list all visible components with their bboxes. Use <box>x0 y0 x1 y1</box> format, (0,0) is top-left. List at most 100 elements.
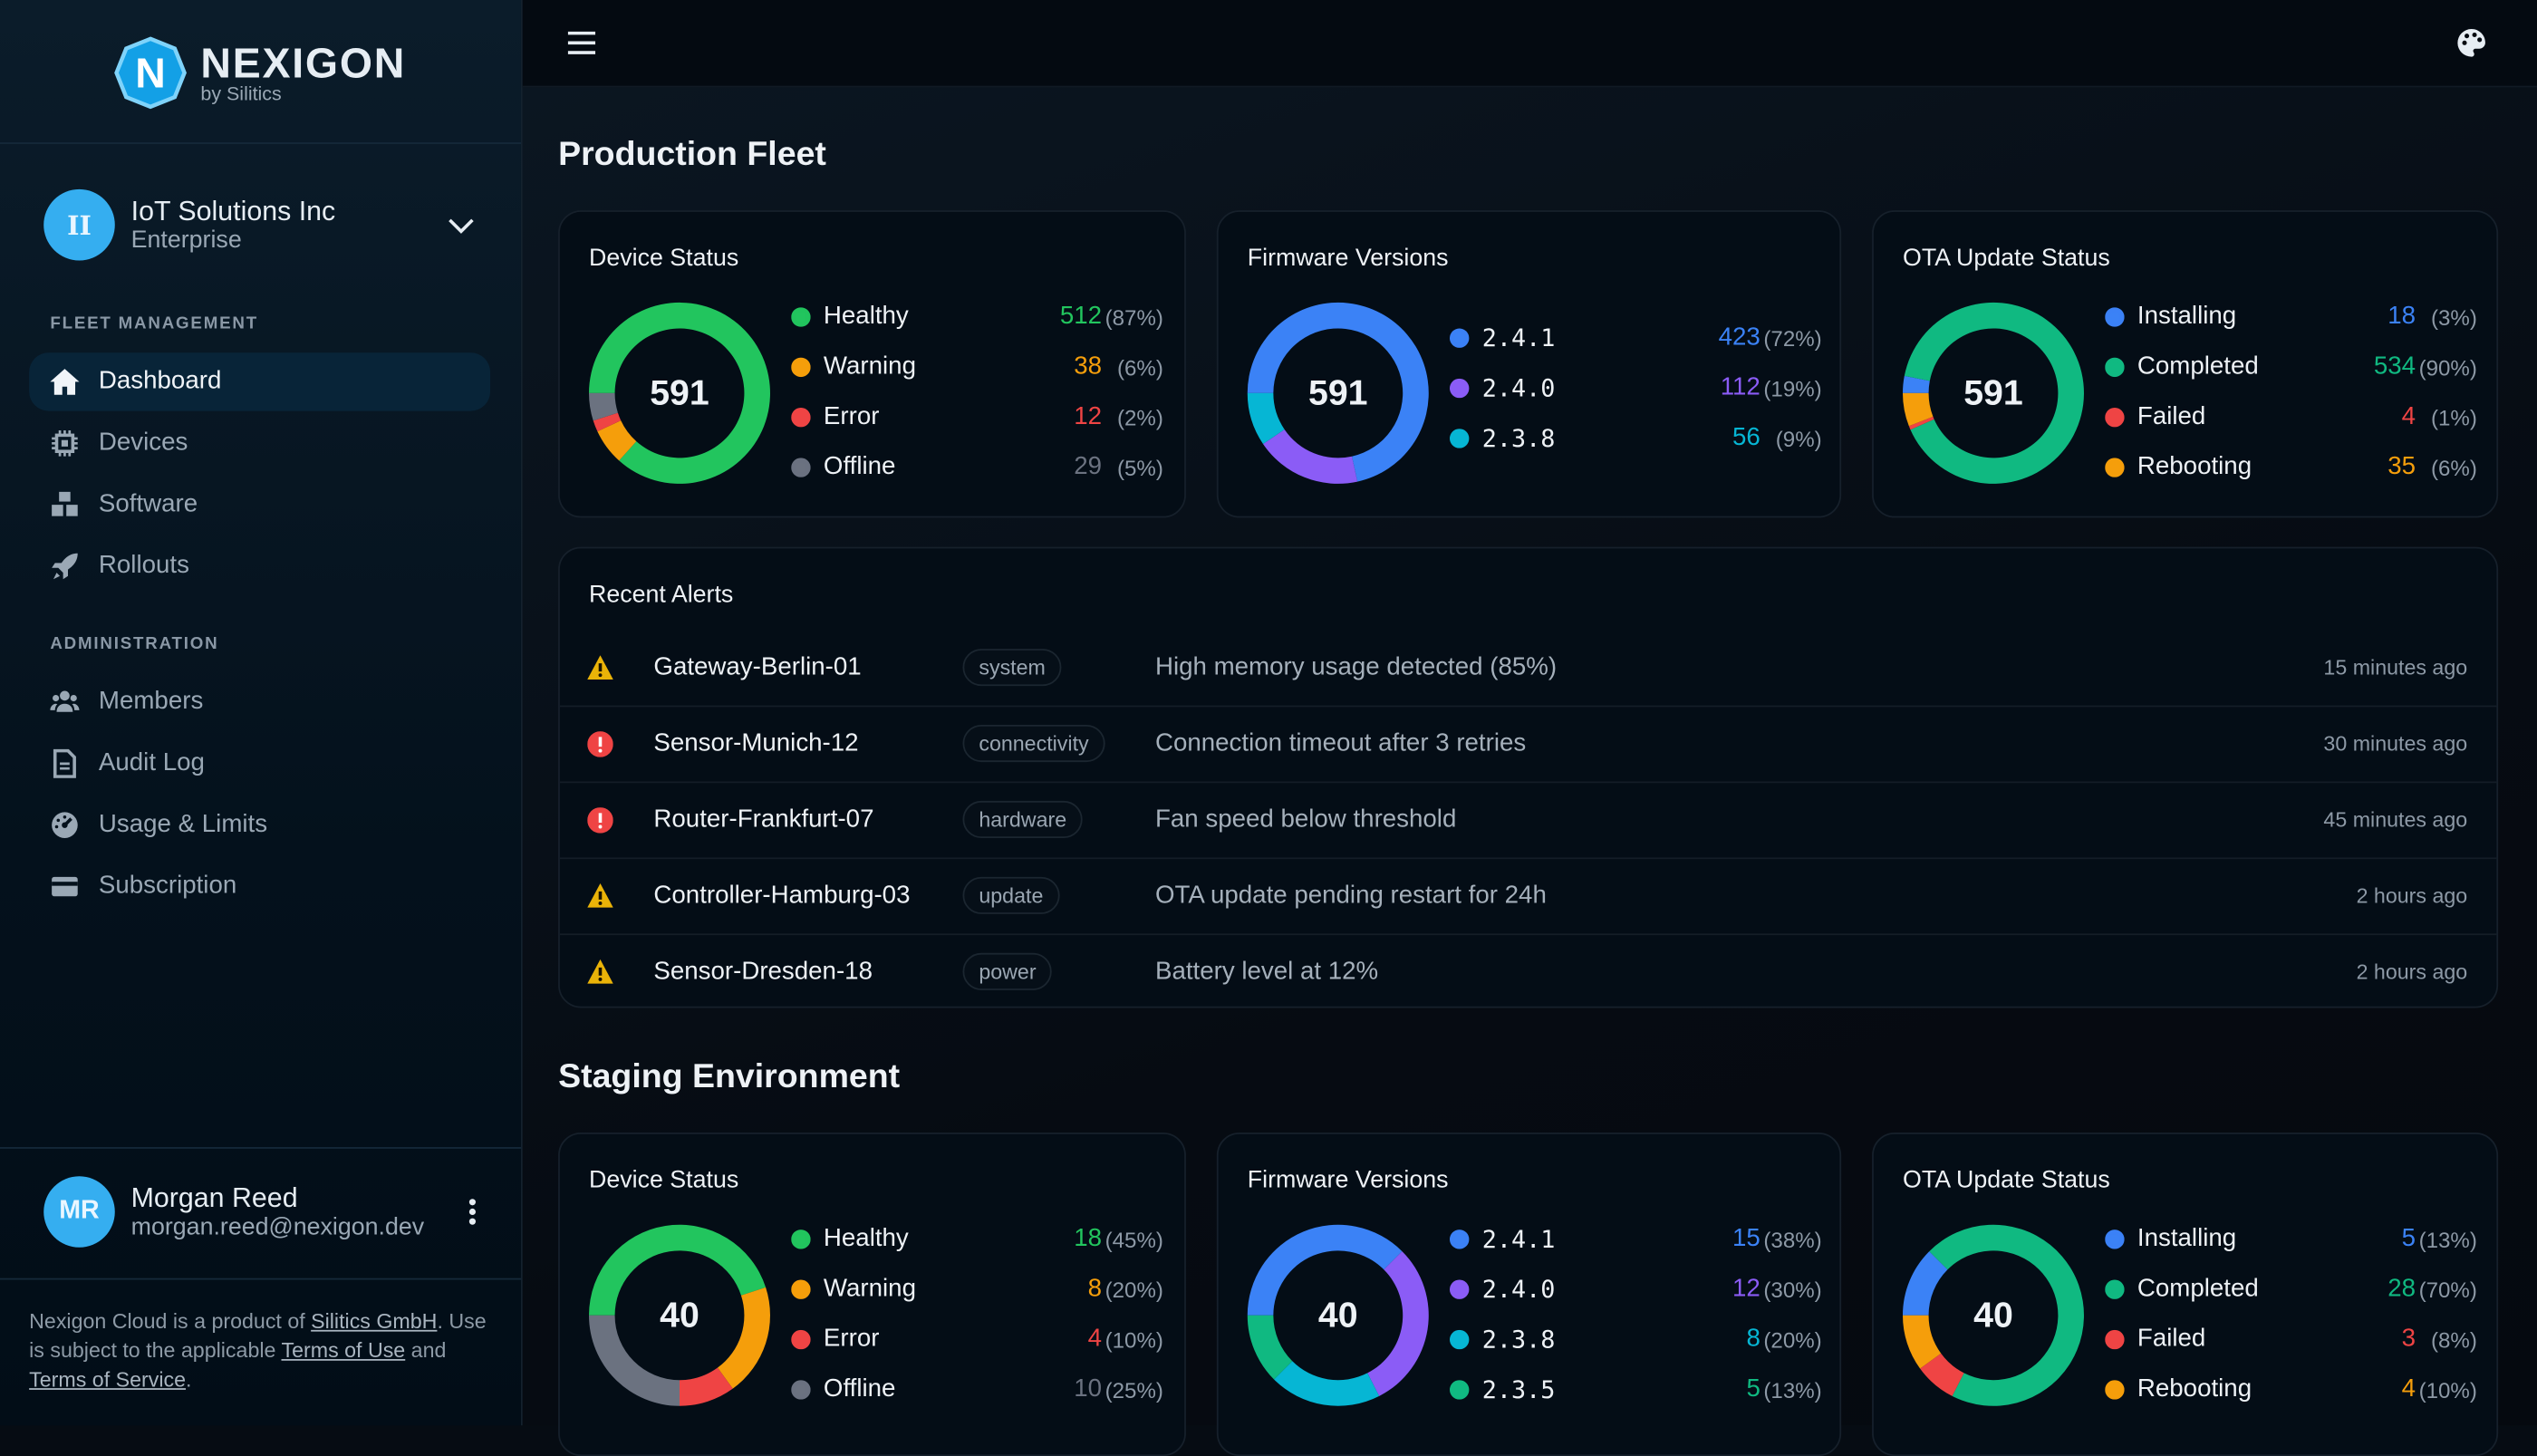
alert-time: 30 minutes ago <box>2323 731 2468 756</box>
donut-segment-rebooting <box>1902 392 1934 427</box>
legend-value: 5 <box>1746 1374 1760 1403</box>
alert-message: Fan speed below threshold <box>1154 805 1457 833</box>
legend-dot <box>2105 307 2125 327</box>
donut-segment-2-3-8 <box>1247 392 1285 445</box>
sidebar-item-software[interactable]: Software <box>29 476 490 534</box>
brand-name: NEXIGON <box>200 38 407 88</box>
legend-value: 12 <box>1074 402 1103 430</box>
alert-device[interactable]: Controller-Hamburg-03 <box>653 881 911 909</box>
divider <box>0 142 521 144</box>
legend-percent: (20%) <box>1105 1277 1163 1302</box>
legend-value: 8 <box>1746 1325 1760 1353</box>
sidebar-item-rollouts[interactable]: Rollouts <box>29 537 490 595</box>
home-icon <box>50 367 80 396</box>
sidebar-item-audit-log[interactable]: Audit Log <box>29 735 490 793</box>
legend-dot <box>2105 1229 2125 1249</box>
donut-segment-2-3-8 <box>1274 1361 1380 1406</box>
sidebar-item-usage-limits[interactable]: Usage & Limits <box>29 796 490 854</box>
card-title: Recent Alerts <box>588 581 734 609</box>
legend-item: 2.3.8 56 (9%) <box>1449 422 1822 455</box>
legend-label: Completed <box>2137 352 2259 381</box>
chevron-down-icon[interactable] <box>447 215 476 234</box>
legend-label: Offline <box>823 452 896 481</box>
more-vertical-icon[interactable] <box>466 1197 478 1226</box>
sidebar-item-label: Members <box>98 687 204 716</box>
legend-dot <box>2105 458 2125 477</box>
alert-row[interactable]: Router-Frankfurt-07 hardware Fan speed b… <box>559 781 2497 860</box>
alert-device[interactable]: Router-Frankfurt-07 <box>653 805 874 833</box>
sidebar-item-devices[interactable]: Devices <box>29 414 490 472</box>
donut-segment-healthy <box>588 1224 767 1316</box>
legal-text: . <box>186 1366 192 1392</box>
top-bar <box>522 0 2537 88</box>
file-icon <box>50 748 79 778</box>
donut-segment-2-4-1 <box>1247 1224 1403 1316</box>
menu-icon[interactable] <box>567 31 596 55</box>
silitics-link[interactable]: Silitics GmbH <box>311 1308 438 1334</box>
donut-segment-installing <box>1902 1251 1948 1316</box>
legend-value: 38 <box>1074 352 1103 381</box>
legend-label: 2.4.0 <box>1481 373 1556 403</box>
donut-chart: 40 <box>587 1223 772 1408</box>
legend-value: 534 <box>2373 352 2416 381</box>
legend-item: Offline 29 (5%) <box>791 451 1163 484</box>
legend-percent: (70%) <box>2418 1277 2477 1302</box>
alert-row[interactable]: Sensor-Munich-12 connectivity Connection… <box>559 706 2497 784</box>
legend-label: Warning <box>823 352 916 381</box>
legend-percent: (72%) <box>1763 325 1822 351</box>
environment-title: Production Fleet <box>558 135 826 174</box>
card-title: Firmware Versions <box>1247 244 1449 272</box>
legend-label: 2.3.5 <box>1481 1374 1556 1404</box>
donut-segment-warning <box>597 420 637 461</box>
alert-device[interactable]: Sensor-Munich-12 <box>653 728 859 757</box>
palette-icon[interactable] <box>2456 27 2487 58</box>
donut-segment-installing <box>1902 375 1930 393</box>
legend-percent: (87%) <box>1105 304 1163 330</box>
user-menu[interactable]: MR Morgan Reed morgan.reed@nexigon.dev <box>43 1176 490 1248</box>
sidebar: N NEXIGON by Silitics II IoT Solutions In… <box>0 0 523 1426</box>
legend-item: Error 4 (10%) <box>791 1324 1163 1356</box>
warning-icon <box>587 882 613 908</box>
legend-percent: (19%) <box>1763 376 1822 400</box>
legal-text: and <box>405 1337 447 1363</box>
alert-device[interactable]: Sensor-Dresden-18 <box>653 957 873 985</box>
logo[interactable]: N NEXIGON by Silitics <box>113 35 406 110</box>
org-plan: Enterprise <box>130 226 242 255</box>
legend-item: Installing 5 (13%) <box>2105 1223 2477 1256</box>
org-avatar: II <box>43 188 115 261</box>
alert-row[interactable]: Controller-Hamburg-03 update OTA update … <box>559 857 2497 936</box>
legend-dot <box>791 1229 811 1249</box>
sidebar-item-label: Audit Log <box>98 748 205 777</box>
org-switcher[interactable]: II IoT Solutions Inc Enterprise <box>43 188 490 261</box>
legend-item: Healthy 18 (45%) <box>791 1223 1163 1256</box>
ota-update-status-card: OTA Update Status 40 Installing 5 (13%) … <box>1872 1132 2499 1456</box>
legend-percent: (1%) <box>2430 405 2477 430</box>
legend-label: 2.4.0 <box>1481 1275 1556 1305</box>
sidebar-item-members[interactable]: Members <box>29 673 490 731</box>
alert-row[interactable]: Sensor-Dresden-18 power Battery level at… <box>560 933 2496 1009</box>
rocket-icon <box>50 552 79 581</box>
legend-value: 18 <box>2387 302 2416 331</box>
sidebar-item-subscription[interactable]: Subscription <box>29 857 490 915</box>
chip-icon <box>50 429 79 458</box>
alert-device[interactable]: Gateway-Berlin-01 <box>653 652 862 680</box>
legend-item: Warning 8 (20%) <box>791 1273 1163 1306</box>
legend-percent: (2%) <box>1116 405 1163 430</box>
legend-value: 10 <box>1074 1374 1103 1403</box>
legend-label: Completed <box>2137 1275 2259 1303</box>
donut-total: 591 <box>1307 371 1368 413</box>
legend-value: 15 <box>1732 1224 1760 1253</box>
legend-value: 512 <box>1059 302 1103 331</box>
terms-of-use-link[interactable]: Terms of Use <box>281 1337 406 1363</box>
terms-of-service-link[interactable]: Terms of Service <box>29 1366 187 1392</box>
legend-dot <box>1449 378 1470 399</box>
legend-label: Warning <box>823 1275 916 1303</box>
donut-total: 591 <box>650 371 709 413</box>
legend-label: Error <box>823 1325 880 1353</box>
legend-dot <box>791 458 811 477</box>
sidebar-item-dashboard[interactable]: Dashboard <box>29 352 491 411</box>
legend-item: Rebooting 4 (10%) <box>2105 1374 2477 1406</box>
device-status-card: Device Status 40 Healthy 18 (45%) Warnin… <box>558 1132 1186 1456</box>
alert-row[interactable]: Gateway-Berlin-01 system High memory usa… <box>559 630 2497 708</box>
legend-percent: (3%) <box>2430 304 2477 330</box>
